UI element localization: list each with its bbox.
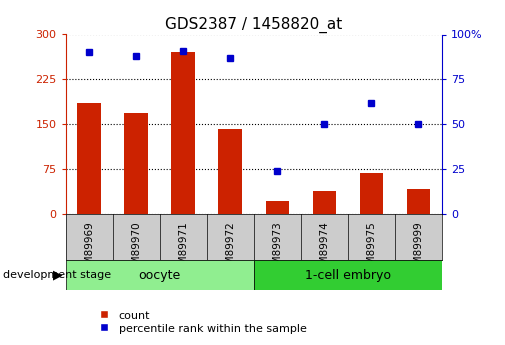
Bar [124,114,148,214]
Legend: count, percentile rank within the sample: count, percentile rank within the sample [96,308,309,336]
Title: GDS2387 / 1458820_at: GDS2387 / 1458820_at [165,17,342,33]
Text: ▶: ▶ [53,269,63,282]
Bar [407,189,430,214]
Text: GSM89970: GSM89970 [131,221,141,277]
Text: GSM89969: GSM89969 [84,221,94,278]
Text: GSM89972: GSM89972 [225,221,235,278]
Bar [172,52,195,214]
Text: development stage: development stage [3,270,111,280]
Text: 1-cell embryo: 1-cell embryo [305,269,391,282]
Text: GSM89999: GSM89999 [414,221,423,278]
Text: GSM89974: GSM89974 [319,221,329,278]
Bar [219,129,242,214]
Text: GSM89971: GSM89971 [178,221,188,278]
Bar [77,103,101,214]
Bar [266,201,289,214]
Bar [360,173,383,214]
FancyBboxPatch shape [254,260,442,290]
Text: GSM89975: GSM89975 [366,221,376,278]
Text: oocyte: oocyte [138,269,181,282]
Text: GSM89973: GSM89973 [272,221,282,278]
Bar [313,191,336,214]
FancyBboxPatch shape [66,260,254,290]
